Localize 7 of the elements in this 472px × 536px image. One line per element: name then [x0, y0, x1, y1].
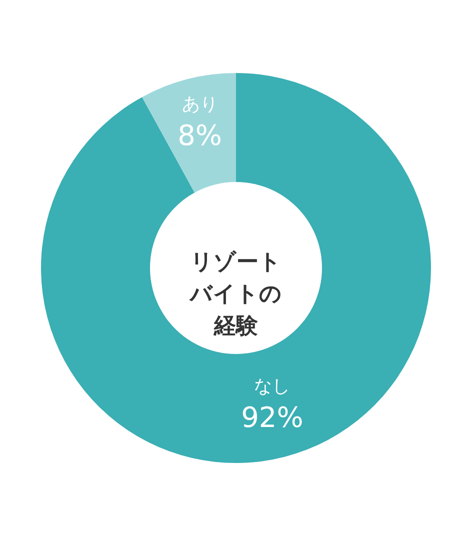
data-label: 8% [178, 119, 222, 152]
slice-label: なし [254, 376, 290, 397]
slice-label: あり [182, 94, 218, 116]
data-label: 92% [241, 400, 304, 434]
donut-slice [142, 73, 236, 193]
donut-slice [41, 73, 431, 463]
text: リゾートバイトの経験 [188, 250, 282, 339]
